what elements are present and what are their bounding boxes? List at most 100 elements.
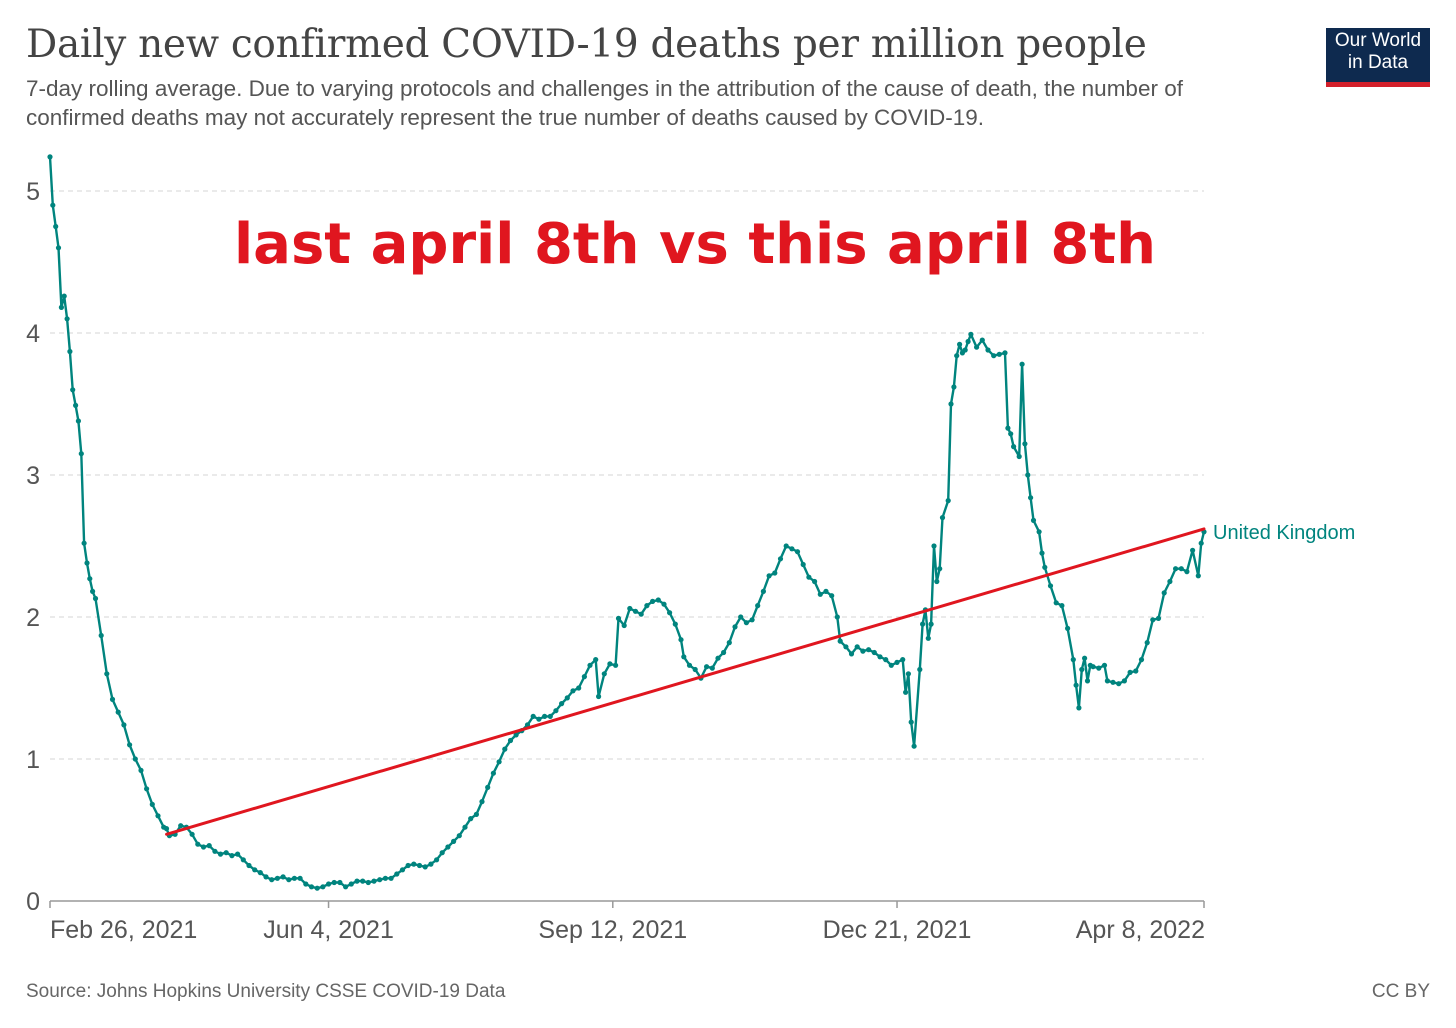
data-point[interactable] <box>149 801 155 808</box>
data-point[interactable] <box>1161 590 1167 596</box>
data-point[interactable] <box>411 861 417 867</box>
data-point[interactable] <box>934 578 940 585</box>
data-point[interactable] <box>343 884 349 890</box>
data-point[interactable] <box>439 850 445 856</box>
data-point[interactable] <box>965 338 971 345</box>
data-point[interactable] <box>64 316 70 322</box>
data-point[interactable] <box>58 304 64 310</box>
data-point[interactable] <box>1127 669 1133 676</box>
data-point[interactable] <box>1053 600 1059 606</box>
data-point[interactable] <box>382 875 388 881</box>
data-point[interactable] <box>627 605 633 612</box>
data-point[interactable] <box>1150 617 1156 623</box>
data-point[interactable] <box>121 722 127 728</box>
data-point[interactable] <box>823 588 829 595</box>
data-point[interactable] <box>399 867 406 873</box>
data-point[interactable] <box>47 154 53 160</box>
data-point[interactable] <box>257 870 263 876</box>
data-point[interactable] <box>50 202 56 208</box>
data-point[interactable] <box>371 878 377 884</box>
data-point[interactable] <box>1082 655 1088 661</box>
data-point[interactable] <box>291 875 297 881</box>
data-point[interactable] <box>84 560 90 566</box>
data-point[interactable] <box>1036 529 1042 535</box>
data-point[interactable] <box>280 874 286 880</box>
data-point[interactable] <box>957 341 963 347</box>
data-point[interactable] <box>394 871 400 877</box>
data-point[interactable] <box>860 648 866 654</box>
data-point[interactable] <box>937 566 943 572</box>
our-world-in-data-logo[interactable]: Our World in Data <box>1326 28 1430 87</box>
data-point[interactable] <box>67 348 73 355</box>
data-point[interactable] <box>331 879 337 886</box>
data-point[interactable] <box>240 857 246 863</box>
data-point[interactable] <box>1198 540 1204 546</box>
data-point[interactable] <box>678 637 684 643</box>
data-point[interactable] <box>451 838 457 845</box>
data-point[interactable] <box>829 593 835 599</box>
data-point[interactable] <box>1047 583 1054 589</box>
data-point[interactable] <box>854 644 860 650</box>
data-point[interactable] <box>979 337 985 343</box>
data-point[interactable] <box>53 223 59 230</box>
data-point[interactable] <box>428 861 434 867</box>
data-point[interactable] <box>308 884 315 890</box>
data-point[interactable] <box>163 826 170 832</box>
data-point[interactable] <box>1025 472 1031 478</box>
data-point[interactable] <box>212 848 218 854</box>
data-point[interactable] <box>655 597 661 603</box>
data-point[interactable] <box>144 786 150 792</box>
data-point[interactable] <box>783 543 789 549</box>
data-point[interactable] <box>434 857 440 863</box>
data-point[interactable] <box>939 515 946 521</box>
data-point[interactable] <box>908 719 914 725</box>
data-point[interactable] <box>490 770 496 776</box>
data-point[interactable] <box>127 742 133 748</box>
data-point[interactable] <box>564 695 570 701</box>
data-point[interactable] <box>894 659 900 666</box>
data-point[interactable] <box>1090 664 1096 670</box>
data-point[interactable] <box>354 878 360 884</box>
data-point[interactable] <box>485 784 491 791</box>
data-point[interactable] <box>78 451 84 457</box>
data-point[interactable] <box>1039 550 1045 556</box>
data-point[interactable] <box>794 549 801 555</box>
data-point[interactable] <box>1002 350 1008 356</box>
data-point[interactable] <box>445 844 451 850</box>
data-point[interactable] <box>1065 625 1071 632</box>
data-point[interactable] <box>536 716 542 722</box>
data-point[interactable] <box>985 347 991 353</box>
data-point[interactable] <box>834 614 840 620</box>
data-point[interactable] <box>911 743 917 749</box>
data-point[interactable] <box>81 540 87 546</box>
data-point[interactable] <box>726 640 732 646</box>
data-point[interactable] <box>155 813 161 819</box>
data-point[interactable] <box>90 588 96 595</box>
data-point[interactable] <box>644 603 650 609</box>
data-point[interactable] <box>800 561 806 568</box>
data-point[interactable] <box>672 621 678 627</box>
data-point[interactable] <box>252 867 258 873</box>
data-point[interactable] <box>686 662 693 668</box>
data-point[interactable] <box>968 331 974 337</box>
data-point[interactable] <box>263 874 269 880</box>
data-point[interactable] <box>1116 681 1122 687</box>
data-point[interactable] <box>507 737 514 744</box>
data-point[interactable] <box>837 638 843 644</box>
data-point[interactable] <box>1190 547 1196 553</box>
data-point[interactable] <box>473 811 479 818</box>
data-point[interactable] <box>883 657 889 663</box>
data-point[interactable] <box>766 573 772 579</box>
data-point[interactable] <box>388 875 394 881</box>
data-point[interactable] <box>1173 566 1179 572</box>
data-point[interactable] <box>601 671 607 677</box>
data-point[interactable] <box>1070 657 1076 663</box>
data-point[interactable] <box>777 556 784 562</box>
data-point[interactable] <box>903 689 909 695</box>
data-point[interactable] <box>416 862 423 869</box>
data-point[interactable] <box>925 635 931 641</box>
data-point[interactable] <box>945 498 951 504</box>
data-point[interactable] <box>667 610 673 616</box>
data-point[interactable] <box>974 344 980 350</box>
data-point[interactable] <box>709 665 715 671</box>
